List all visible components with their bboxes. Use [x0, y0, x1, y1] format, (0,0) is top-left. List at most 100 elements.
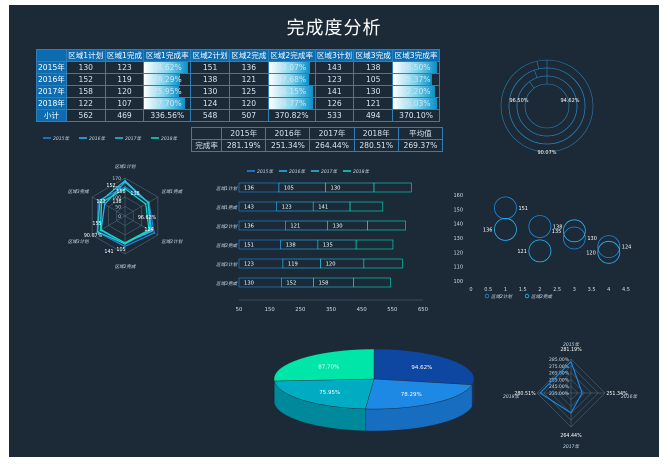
bubble-x-tick-label: 2.5 — [553, 287, 561, 293]
radar1-point — [147, 201, 150, 204]
radar1-axis-label: 区域1计划 — [115, 164, 137, 170]
radar1-point — [150, 230, 153, 233]
radar1-axis-label: 区域3计划 — [68, 239, 90, 245]
summary-cell: 96.50% — [392, 61, 440, 74]
summary-table: 区域1计划 区域1完成 区域1完成率 区域2计划 区域2完成 区域2完成率 区域3计划 区域3… — [36, 49, 440, 122]
radar2-tick-label: 235.00% — [549, 391, 570, 397]
rate-fill-bar — [393, 98, 438, 109]
bubble-value-label: 138 — [553, 225, 563, 231]
hbar-x-tick-label: 450 — [357, 307, 368, 313]
radar2-axis-label: 2018年 — [503, 394, 519, 400]
hbar-data-label: 123 — [282, 205, 292, 211]
table-row: 2015年 130 123 94.62% 151 136 90.07% 143 138 96.50… — [36, 61, 440, 74]
radar2-tick-label: 275.00% — [549, 364, 570, 370]
rate-value: 75.95% — [152, 87, 182, 96]
bubble-legend-label: 区域2计划 — [491, 294, 513, 300]
donut-ring-outer — [516, 75, 578, 137]
summary-header-cell: 区域2计划 — [190, 49, 230, 62]
bubble-x-tick-label: 2 — [538, 287, 541, 293]
bubble-x-tick-label: 1.5 — [519, 287, 527, 293]
radar1-data-label: 123 — [96, 199, 105, 205]
bubble-y-tick-label: 150 — [453, 207, 463, 213]
bubble-point — [528, 215, 552, 238]
summary-cell: 562 — [65, 109, 106, 122]
table-row: 小计 562 469 336.56% 548 507 370.82% 533 494 370.10… — [36, 109, 440, 122]
pie3d-slice-label: 87.70% — [318, 364, 339, 370]
hbar-legend-label: 2015年 — [257, 169, 273, 175]
hbar-category-label: 区域3完成 — [216, 281, 238, 287]
bubble-point — [597, 240, 621, 264]
hbar-data-label: 136 — [244, 224, 254, 230]
radar1-point — [124, 245, 126, 248]
bubble-value-label: 121 — [517, 249, 527, 255]
radar1-point — [124, 241, 126, 244]
rate-fill-bar — [393, 86, 436, 97]
summary-header-cell — [36, 49, 67, 62]
summary-row-label: 小计 — [36, 109, 67, 122]
donut-segment-divider — [534, 70, 538, 78]
pie3d-slice — [273, 348, 375, 382]
donut-segment-divider — [529, 81, 535, 89]
hbar-data-label: 151 — [244, 243, 254, 249]
bubble-value-label: 120 — [586, 250, 596, 256]
hbar-data-label: 123 — [244, 262, 254, 268]
rate-row-label: 完成率 — [190, 139, 223, 152]
hbar-segment — [363, 258, 403, 269]
hbar-data-label: 130 — [333, 224, 343, 230]
summary-cell: 96.77% — [267, 97, 316, 110]
radar1-tick-label: 0 — [118, 214, 121, 220]
bubble-x-tick-label: 3 — [573, 287, 576, 293]
hbar-category-label: 区域3计划 — [216, 262, 238, 268]
radar2-tick-label: 285.00% — [549, 357, 570, 363]
rate-value: 96.15% — [277, 87, 307, 96]
hbar-legend-label: 2017年 — [321, 169, 337, 175]
radar1-data-label: 90.07% — [84, 233, 103, 239]
donut-ring-inner — [516, 75, 578, 137]
rate-fill-bar — [393, 62, 438, 73]
rate-fill-bar — [144, 62, 188, 73]
radar1-data-label: 124 — [144, 227, 153, 233]
radar1-point — [124, 186, 126, 188]
pie3d-slice-label: 75.95% — [319, 390, 340, 396]
hbar-data-label: 119 — [288, 262, 298, 268]
radar1-data-label: 152 — [106, 183, 115, 189]
rate-table: 2015年 2016年 2017年 2018年 平均值 完成率 281.19% 251.34%… — [190, 127, 444, 152]
radar1-tick-label: 170 — [112, 176, 121, 182]
table-row: 2017年 158 120 75.95% 130 125 96.15% 141 130 92.20… — [36, 85, 440, 98]
rate-value: 87.68% — [277, 75, 307, 84]
radar1-point — [153, 231, 156, 234]
bubble-value-label: 151 — [518, 206, 528, 212]
radar1-data-label: 105 — [116, 247, 125, 253]
radar1-point — [96, 230, 99, 233]
radar1-point — [99, 229, 102, 231]
radar1-legend-label: 2018年 — [161, 136, 177, 142]
bubble-x-tick-label: 4.5 — [622, 287, 630, 293]
bubble-x-tick-label: 4 — [607, 287, 610, 293]
radar1-legend-label: 2016年 — [89, 136, 105, 142]
hbar-data-label: 130 — [331, 186, 341, 192]
radar1-data-label: 138 — [130, 191, 139, 197]
radar2-axis-label: 2016年 — [621, 394, 637, 400]
donut-value-label: 96.50% — [509, 98, 528, 104]
hbar-category-label: 区域2完成 — [216, 243, 238, 249]
summary-cell: 90.07% — [267, 61, 316, 74]
rate-value-cell: 280.51% — [353, 139, 399, 152]
radar1-point — [98, 200, 101, 203]
rate-fill-bar — [144, 86, 180, 97]
hbar-segment — [355, 239, 394, 250]
bubble-legend-marker — [484, 293, 490, 299]
hbar-data-label: 105 — [284, 186, 294, 192]
hbar-data-label: 121 — [290, 224, 300, 230]
radar2-tick-label: 245.00% — [549, 384, 570, 390]
rate-value: 85.37% — [401, 75, 431, 84]
radar2-series-line — [539, 360, 583, 414]
radar2-value-label: 281.19% — [560, 347, 582, 353]
radar1-data-label: 96.62% — [138, 215, 157, 221]
rate-value: 92.20% — [401, 87, 431, 96]
hbar-data-label: 135 — [323, 243, 333, 249]
pie3d-slice-label: 78.29% — [401, 392, 422, 398]
hbar-legend-label: 2018年 — [353, 169, 369, 175]
hbar-segment — [349, 201, 384, 212]
radar2-value-label: 280.51% — [514, 391, 536, 397]
radar2-value-label: 251.34% — [606, 391, 628, 397]
